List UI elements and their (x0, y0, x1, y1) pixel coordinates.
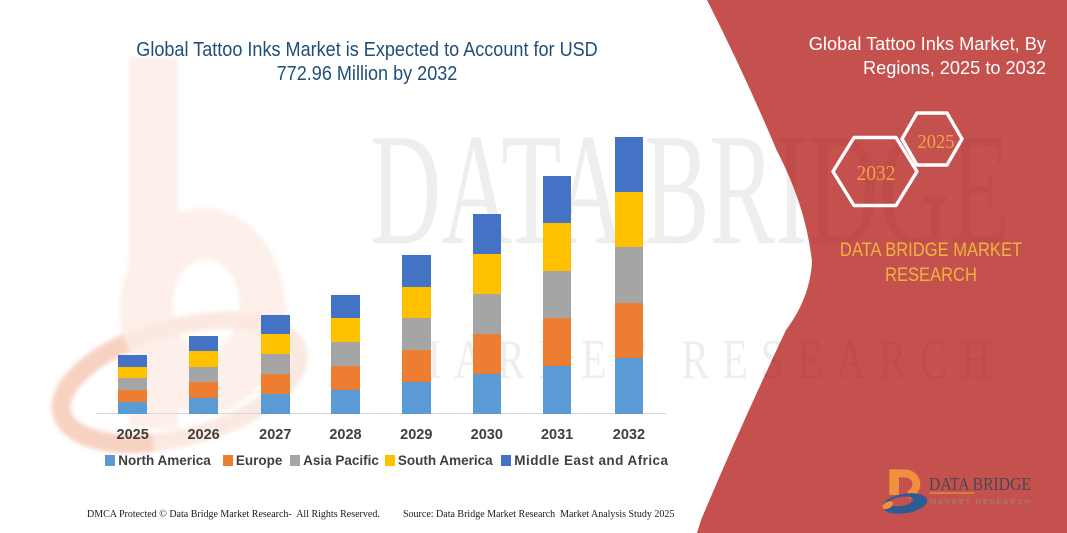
svg-text:MARKET RESEARCH: MARKET RESEARCH (930, 497, 1030, 506)
svg-text:2032: 2032 (857, 161, 896, 185)
svg-text:2025: 2025 (918, 131, 955, 153)
svg-text:DATA BRIDGE: DATA BRIDGE (929, 474, 1031, 494)
